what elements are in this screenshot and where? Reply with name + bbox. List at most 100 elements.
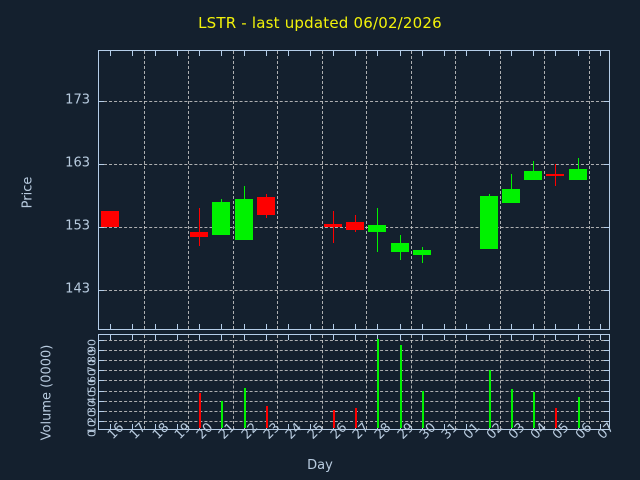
- volume-bar-22: [244, 387, 246, 428]
- axis-tick: [110, 335, 112, 340]
- axis-tick: [533, 324, 535, 329]
- price-vgridline: [455, 51, 457, 329]
- axis-tick: [488, 324, 490, 329]
- volume-vgridline: [410, 335, 412, 429]
- candlestick-30: [99, 51, 609, 329]
- axis-tick: [221, 335, 223, 340]
- candlestick-29: [99, 51, 609, 329]
- candlestick-16: [99, 51, 609, 329]
- price-tick-label: 163: [65, 155, 90, 171]
- axis-tick: [604, 420, 609, 422]
- axis-tick: [377, 51, 379, 56]
- price-vgridline: [232, 51, 234, 329]
- volume-vgridline: [499, 335, 501, 429]
- axis-tick: [99, 410, 104, 412]
- axis-tick: [555, 324, 557, 329]
- axis-tick: [604, 400, 609, 402]
- axis-tick: [110, 424, 112, 429]
- volume-bar-02: [489, 370, 491, 428]
- price-tick-label: 143: [65, 281, 90, 297]
- volume-hgridline: [99, 360, 609, 362]
- axis-tick: [99, 360, 104, 362]
- axis-tick: [176, 324, 178, 329]
- axis-tick: [99, 420, 104, 422]
- price-vgridline: [366, 51, 368, 329]
- axis-tick: [132, 324, 134, 329]
- axis-tick: [604, 360, 609, 362]
- day-axis-labels: 16 17 18 19 20 21 22 23 24 25 26 27 28 29 30 31 01 02 03 04…: [0, 420, 640, 470]
- axis-tick: [604, 410, 609, 412]
- volume-vgridline: [277, 335, 279, 429]
- volume-axis-labels: 90 80 70 60 50 40 30 20 10 0: [56, 0, 99, 480]
- axis-tick: [399, 335, 401, 340]
- axis-tick: [355, 335, 356, 340]
- axis-tick: [310, 424, 312, 429]
- axis-tick: [265, 335, 267, 340]
- axis-tick: [604, 227, 609, 229]
- axis-tick: [604, 101, 609, 103]
- axis-tick: [99, 370, 104, 372]
- candle-body: [480, 195, 498, 250]
- candle-body: [546, 173, 564, 176]
- axis-tick: [154, 424, 156, 429]
- candlestick-04: [99, 51, 609, 329]
- axis-tick: [599, 324, 601, 329]
- price-vgridline: [499, 51, 501, 329]
- x-axis-title: Day: [307, 458, 333, 473]
- volume-vgridline: [143, 335, 145, 429]
- volume-bar-04: [533, 391, 535, 428]
- axis-tick: [377, 324, 379, 329]
- axis-tick: [99, 227, 104, 229]
- price-vgridline: [544, 51, 546, 329]
- axis-tick: [243, 335, 245, 340]
- price-axis-title: Price: [20, 176, 36, 209]
- axis-tick: [599, 335, 601, 340]
- axis-tick: [221, 324, 223, 329]
- volume-bar-20: [199, 392, 201, 428]
- axis-tick: [199, 335, 201, 340]
- axis-tick: [533, 335, 535, 340]
- volume-hgridline: [99, 410, 609, 412]
- axis-tick: [577, 51, 579, 56]
- axis-tick: [355, 51, 356, 56]
- axis-tick: [488, 51, 490, 56]
- axis-tick: [243, 51, 245, 56]
- axis-tick: [99, 400, 104, 402]
- candle-body: [101, 211, 119, 228]
- axis-tick: [599, 51, 601, 56]
- axis-tick: [444, 424, 446, 429]
- axis-tick: [377, 335, 379, 340]
- volume-hgridline: [99, 390, 609, 392]
- axis-tick: [99, 380, 104, 382]
- candle-body: [190, 231, 208, 237]
- axis-tick: [421, 335, 423, 340]
- axis-tick: [310, 51, 312, 56]
- axis-tick: [99, 390, 104, 392]
- axis-tick: [154, 324, 156, 329]
- volume-hgridline: [99, 350, 609, 352]
- volume-bar-06: [578, 396, 580, 428]
- axis-tick: [604, 370, 609, 372]
- price-hgridline: [99, 290, 609, 292]
- axis-tick: [99, 340, 104, 342]
- axis-tick: [221, 51, 223, 56]
- axis-tick: [154, 51, 156, 56]
- axis-tick: [444, 51, 446, 56]
- axis-tick: [265, 324, 267, 329]
- axis-tick: [604, 164, 609, 166]
- candle-wick: [199, 208, 200, 247]
- price-vgridline: [277, 51, 279, 329]
- volume-vgridline: [366, 335, 368, 429]
- axis-tick: [310, 335, 312, 340]
- candle-body: [257, 196, 275, 215]
- axis-tick: [510, 51, 512, 56]
- candle-body: [324, 224, 342, 228]
- candle-body: [235, 198, 253, 240]
- axis-tick: [604, 380, 609, 382]
- volume-vgridline: [188, 335, 190, 429]
- axis-tick: [265, 51, 267, 56]
- axis-tick: [332, 51, 334, 56]
- axis-tick: [599, 424, 601, 429]
- volume-vgridline: [588, 335, 590, 429]
- candlestick-20: [99, 51, 609, 329]
